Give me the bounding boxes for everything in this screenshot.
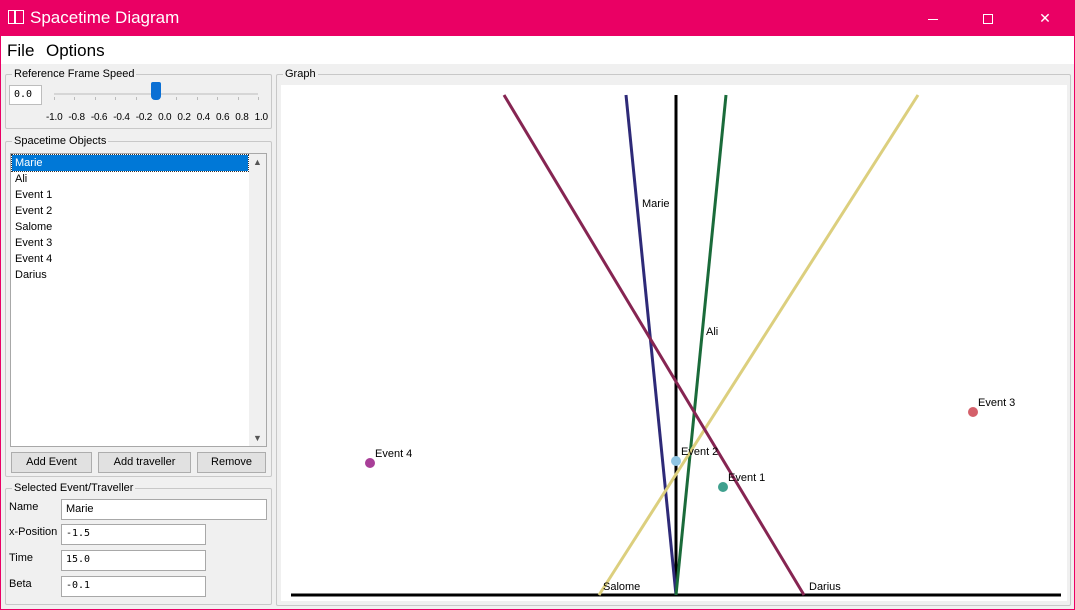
client-area: File Options Reference Frame Speed 0.0 -… bbox=[1, 36, 1074, 609]
beta-field[interactable]: -0.1 bbox=[61, 576, 206, 597]
worldline-salome bbox=[597, 94, 920, 596]
group-title-graph: Graph bbox=[283, 68, 318, 80]
maximize-icon bbox=[983, 14, 993, 25]
group-title-objects: Spacetime Objects bbox=[12, 135, 109, 147]
tick-label: -0.2 bbox=[135, 112, 153, 123]
graph-canvas[interactable]: Marie Ali Salome Darius Event 1 Event 2 Event … bbox=[281, 85, 1067, 601]
spacetime-objects-group: Spacetime Objects Marie Ali Event 1 Even… bbox=[5, 135, 272, 477]
worldline-darius bbox=[502, 94, 806, 596]
tick-label: -0.8 bbox=[68, 112, 85, 123]
event-point bbox=[968, 407, 978, 417]
slider-tick bbox=[176, 97, 178, 100]
selected-object-group: Selected Event/Traveller Name Marie x-Po… bbox=[5, 482, 272, 605]
event-label: Event 3 bbox=[978, 397, 1015, 409]
tick-label: 0.2 bbox=[177, 112, 191, 123]
slider-tick bbox=[115, 97, 117, 100]
group-title-selected: Selected Event/Traveller bbox=[12, 482, 136, 494]
tick-label: 1.0 bbox=[254, 112, 269, 123]
list-item[interactable]: Darius bbox=[15, 269, 47, 281]
tick-label: 0.6 bbox=[216, 112, 230, 123]
close-button[interactable]: ✕ bbox=[1022, 0, 1068, 36]
list-item[interactable]: Event 1 bbox=[15, 189, 53, 201]
slider-tick bbox=[74, 97, 76, 100]
tick-label: -1.0 bbox=[46, 112, 63, 123]
event-label: Event 2 bbox=[681, 446, 718, 458]
slider-tick bbox=[94, 97, 96, 100]
list-item[interactable]: Ali bbox=[15, 173, 28, 185]
time-field[interactable]: 15.0 bbox=[61, 550, 206, 571]
chevron-up-icon[interactable]: ▲ bbox=[253, 157, 262, 167]
speed-slider-handle[interactable] bbox=[151, 82, 161, 100]
close-icon: ✕ bbox=[1039, 10, 1051, 26]
worldline-label: Darius bbox=[809, 581, 841, 593]
list-item[interactable]: Marie bbox=[11, 154, 249, 172]
slider-tick bbox=[54, 97, 55, 100]
worldline-label: Ali bbox=[706, 326, 718, 338]
tick-label: 0.4 bbox=[196, 112, 211, 123]
worldline-label: Salome bbox=[603, 581, 640, 593]
event-point bbox=[671, 456, 681, 466]
spacetime-diagram[interactable]: Marie Ali Salome Darius Event 1 Event 2 Event … bbox=[281, 85, 1067, 601]
speed-slider-labels: -1.0 -0.8 -0.6 -0.4 -0.2 0.0 0.2 0.4 0.6… bbox=[46, 112, 268, 124]
maximize-button[interactable] bbox=[965, 0, 1011, 36]
group-title-speed: Reference Frame Speed bbox=[12, 68, 137, 80]
beta-label: Beta bbox=[9, 578, 32, 590]
speed-value-field[interactable]: 0.0 bbox=[9, 85, 42, 105]
tick-label: 0.0 bbox=[158, 112, 172, 123]
slider-tick bbox=[135, 97, 137, 100]
name-field[interactable]: Marie bbox=[61, 499, 267, 520]
add-event-button[interactable]: Add Event bbox=[11, 452, 92, 473]
worldline-ali bbox=[674, 94, 728, 596]
worldline-marie bbox=[624, 94, 678, 596]
window-title: Spacetime Diagram bbox=[30, 8, 180, 27]
tick-label: 0.8 bbox=[235, 112, 249, 123]
list-item[interactable]: Event 4 bbox=[15, 253, 53, 265]
x-position-label: x-Position bbox=[9, 526, 58, 538]
menu-bar: File Options bbox=[1, 36, 1074, 64]
app-icon bbox=[8, 10, 24, 24]
x-position-field[interactable]: -1.5 bbox=[61, 524, 206, 545]
event-point bbox=[365, 458, 375, 468]
remove-button[interactable]: Remove bbox=[197, 452, 266, 473]
worldline-label: Marie bbox=[642, 198, 670, 210]
slider-tick bbox=[258, 97, 259, 100]
list-item[interactable]: Salome bbox=[15, 221, 53, 233]
name-label: Name bbox=[9, 501, 39, 513]
list-item[interactable]: Event 2 bbox=[15, 205, 53, 217]
title-bar: Spacetime Diagram ✕ bbox=[0, 0, 1075, 36]
slider-tick bbox=[217, 97, 219, 100]
spacetime-objects-list[interactable]: Marie Ali Event 1 Event 2 Salome Event 3… bbox=[10, 153, 267, 447]
tick-label: -0.6 bbox=[90, 112, 108, 123]
tick-label: -0.4 bbox=[113, 112, 130, 123]
slider-tick bbox=[237, 97, 239, 100]
event-label: Event 4 bbox=[375, 448, 412, 460]
event-point bbox=[718, 482, 728, 492]
add-traveller-button[interactable]: Add traveller bbox=[98, 452, 191, 473]
minimize-button[interactable] bbox=[910, 0, 956, 36]
list-scrollbar[interactable]: ▲ ▼ bbox=[249, 154, 266, 446]
reference-frame-speed-group: Reference Frame Speed 0.0 -1.0 -0.8 -0.6… bbox=[5, 68, 272, 129]
graph-group: Graph Marie Ali Salome Darius Event 1 Event 2… bbox=[276, 68, 1071, 606]
menu-options[interactable]: Options bbox=[46, 41, 105, 60]
event-label: Event 1 bbox=[728, 472, 765, 484]
list-item[interactable]: Event 3 bbox=[15, 237, 53, 249]
chevron-down-icon[interactable]: ▼ bbox=[253, 433, 262, 443]
minimize-icon bbox=[928, 18, 938, 20]
menu-file[interactable]: File bbox=[7, 41, 35, 60]
slider-tick bbox=[196, 97, 198, 100]
time-label: Time bbox=[9, 552, 34, 564]
